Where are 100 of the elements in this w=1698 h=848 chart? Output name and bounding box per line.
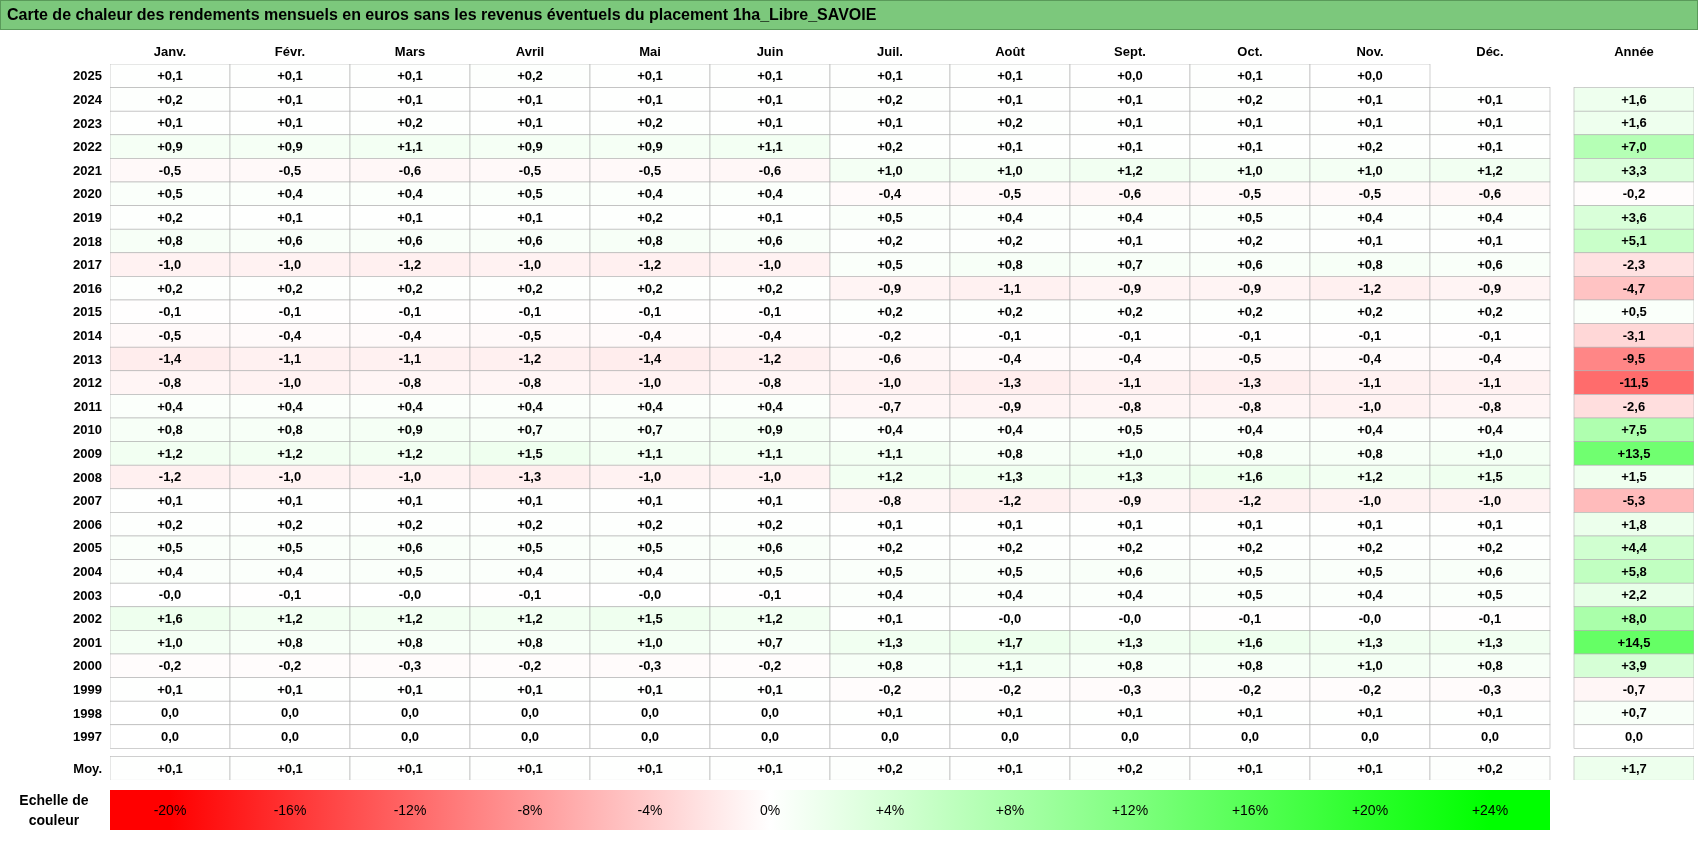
data-label: +0,1	[277, 760, 303, 776]
data-label: +0,6	[757, 540, 783, 556]
data-label: -0,8	[1478, 398, 1502, 414]
data-label: -0,8	[398, 375, 422, 391]
data-label: +0,1	[1237, 68, 1263, 84]
data-label: +0,2	[1237, 304, 1263, 320]
data-label: 0,0	[1120, 729, 1140, 745]
data-label: +0,6	[1477, 563, 1503, 579]
data-label: +0,1	[397, 760, 423, 776]
data-label: +0,1	[1117, 91, 1143, 107]
data-label: +0,8	[277, 422, 303, 438]
data-label: +0,1	[277, 209, 303, 225]
data-label: -1,2	[398, 257, 422, 273]
x-tick-label: Mai	[639, 44, 661, 59]
data-label: +0,1	[757, 115, 783, 131]
data-label: +0,1	[637, 760, 663, 776]
data-label: +3,6	[1621, 209, 1647, 225]
data-label: -0,1	[398, 304, 422, 320]
data-label: +0,1	[877, 611, 903, 627]
x-tick-label: Oct.	[1237, 44, 1263, 59]
data-label: +0,5	[397, 563, 423, 579]
data-label: 0,0	[160, 705, 180, 721]
data-label: +0,5	[277, 540, 303, 556]
data-label: +0,4	[397, 398, 424, 414]
data-label: +0,2	[397, 280, 423, 296]
x-tick-label: Avril	[515, 44, 545, 59]
data-label: +0,2	[1237, 233, 1263, 249]
data-label: +0,1	[997, 139, 1023, 155]
data-label: +0,2	[277, 516, 303, 532]
data-label: -0,2	[278, 658, 302, 674]
data-label: +0,1	[1357, 91, 1383, 107]
data-label: +0,6	[517, 233, 543, 249]
data-label: +0,5	[877, 563, 903, 579]
data-label: +1,1	[877, 445, 903, 461]
data-label: -0,0	[1118, 611, 1142, 627]
data-label: +0,1	[757, 493, 783, 509]
y-tick-label: 2012	[73, 375, 103, 391]
data-label: +0,5	[157, 186, 183, 202]
data-label: +0,1	[277, 681, 303, 697]
data-label: +1,5	[637, 611, 663, 627]
data-label: -0,1	[1358, 327, 1382, 343]
data-label: -0,1	[638, 304, 662, 320]
data-label: +0,6	[1117, 563, 1143, 579]
data-label: +0,1	[277, 493, 303, 509]
data-label: -1,0	[278, 257, 302, 273]
data-label: +0,5	[1357, 563, 1383, 579]
data-label: +0,1	[157, 68, 183, 84]
data-label: 0,0	[880, 729, 900, 745]
data-label: +0,9	[277, 139, 303, 155]
data-label: +0,2	[1357, 139, 1383, 155]
data-label: +0,1	[1237, 516, 1263, 532]
data-label: -0,1	[1118, 327, 1142, 343]
data-label: +0,5	[1237, 209, 1263, 225]
data-label: +1,2	[1477, 162, 1503, 178]
data-label: -1,0	[758, 257, 782, 273]
data-label: 0,0	[1624, 729, 1644, 745]
data-label: +1,3	[1357, 634, 1383, 650]
data-label: -1,0	[278, 375, 302, 391]
data-label: -0,0	[638, 587, 662, 603]
data-label: +0,1	[517, 91, 543, 107]
data-label: +0,1	[1357, 516, 1383, 532]
data-label: -1,1	[1478, 375, 1502, 391]
data-label: -1,2	[518, 351, 542, 367]
data-label: +0,5	[877, 257, 903, 273]
color-bar-label: +20%	[1310, 790, 1430, 831]
data-label: -0,1	[1478, 327, 1502, 343]
data-label: +1,2	[757, 611, 783, 627]
data-label: +0,2	[397, 115, 423, 131]
data-label: +0,1	[877, 516, 903, 532]
data-label: -0,7	[878, 398, 902, 414]
color-bar-label: +12%	[1070, 790, 1190, 831]
data-label: +0,1	[757, 681, 783, 697]
data-label: -0,5	[518, 327, 542, 343]
data-label: +0,1	[517, 760, 543, 776]
data-label: +1,5	[1621, 469, 1647, 485]
data-label: -0,4	[1118, 351, 1142, 367]
data-label: -0,9	[878, 280, 902, 296]
data-label: +0,5	[1117, 422, 1143, 438]
data-label: +1,2	[397, 445, 423, 461]
color-bar-label: +24%	[1430, 790, 1550, 831]
data-label: +1,5	[1477, 469, 1503, 485]
data-label: 0,0	[1360, 729, 1380, 745]
data-label: +1,2	[877, 469, 903, 485]
data-label: +3,3	[1621, 162, 1647, 178]
data-label: +0,2	[1237, 540, 1263, 556]
data-label: +0,8	[1357, 445, 1383, 461]
data-label: +0,7	[637, 422, 663, 438]
data-label: +0,4	[1117, 209, 1144, 225]
data-label: -1,0	[518, 257, 542, 273]
data-label: 0,0	[640, 705, 660, 721]
data-label: +0,4	[637, 398, 664, 414]
data-label: +0,1	[997, 91, 1023, 107]
data-label: -0,3	[638, 658, 662, 674]
data-label: +1,3	[1117, 469, 1143, 485]
data-label: +0,1	[157, 760, 183, 776]
data-label: +2,2	[1621, 587, 1647, 603]
x-tick-label: Nov.	[1356, 44, 1384, 59]
data-label: +0,2	[517, 68, 543, 84]
data-label: +0,5	[1237, 587, 1263, 603]
data-label: +0,2	[1477, 540, 1503, 556]
